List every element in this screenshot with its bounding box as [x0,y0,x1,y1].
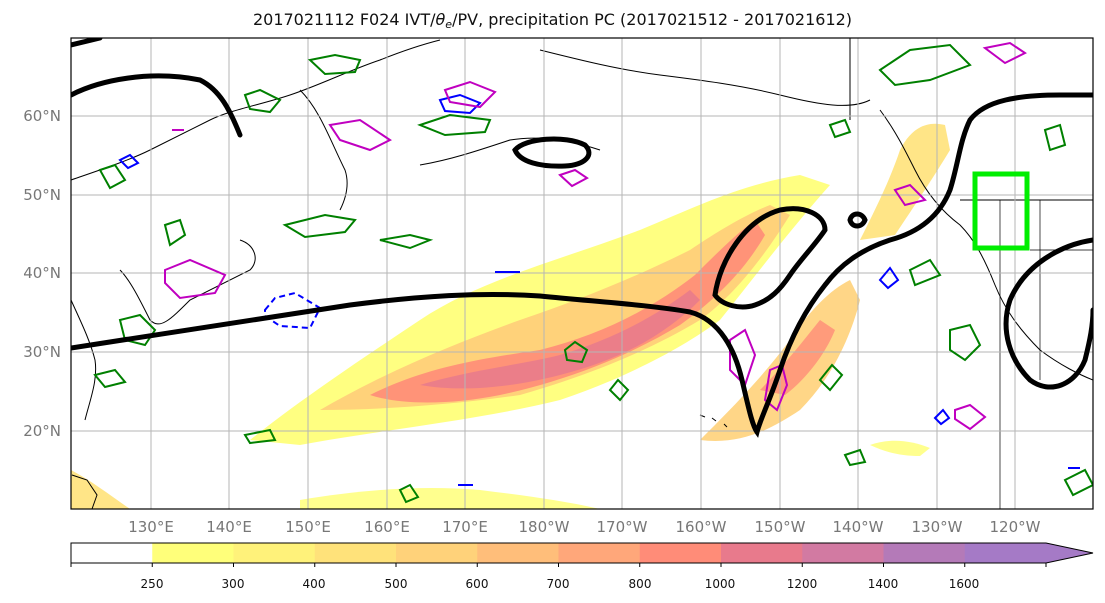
title-prefix: 2017021112 F024 IVT/ [252,10,436,29]
ivt-south-patch [300,488,600,509]
lat-label-60: 60°N [23,107,61,125]
coast-kamchatka [299,89,348,211]
lon-label-180w: 180°W [519,518,570,536]
colorbar-label-600: 600 [466,577,489,591]
theta-subscript: e [445,18,453,31]
lon-label-170w: 170°W [597,518,648,536]
colorbar-ticks [70,563,1047,567]
lon-label-150w: 150°W [755,518,806,536]
colorbar-segment [396,543,478,563]
colorbar-segment [477,543,559,563]
colorbar-label-1200: 1200 [787,577,818,591]
lon-label-140e: 140°E [206,518,252,536]
latitude-labels: 60°N 50°N 40°N 30°N 20°N [23,107,61,440]
colorbar-label-700: 700 [547,577,570,591]
ivt-se-patch [870,440,930,456]
coast-east-asia [71,39,441,181]
colorbar-segment [152,543,234,563]
colorbar-segment [71,543,153,563]
map-frame [70,37,1094,510]
colorbar-segments [71,543,1093,563]
colorbar: 250 300 400 500 600 700 800 1000 1200 14… [70,542,1094,591]
colorbar-segment [883,543,966,563]
lat-label-40: 40°N [23,264,61,282]
colorbar-outline [70,542,1094,564]
ivt-band-mid [320,205,790,410]
longitude-labels: 130°E 140°E 150°E 160°E 170°E 180°W 170°… [128,518,1040,536]
lat-label-20: 20°N [23,422,61,440]
highlight-region-box [972,171,1030,251]
lat-label-50: 50°N [23,186,61,204]
colorbar-label-400: 400 [303,577,326,591]
lon-label-120w: 120°W [990,518,1041,536]
colorbar-segment [233,543,316,563]
pv-contour-nw [71,73,243,138]
theta-e-green-contours [93,43,1093,504]
colorbar-segment [721,543,803,563]
colorbar-label-1000: 1000 [705,577,736,591]
philippines-islands [71,474,98,509]
lat-label-30: 30°N [23,343,61,361]
pv-contour-trough [712,206,828,310]
coast-alaska [539,49,871,106]
colorbar-label-800: 800 [629,577,652,591]
pv-contour-se-cutoff [1003,237,1093,390]
theta-symbol: θ [435,10,446,29]
chart-title: 2017021112 F024 IVT/θe/PV, precipitation… [0,10,1105,31]
pv-contour-small-loop [847,211,868,229]
colorbar-label-250: 250 [141,577,164,591]
colorbar-segment [802,543,884,563]
colorbar-segment [314,543,397,563]
colorbar-segment [964,543,1093,563]
lon-label-160w: 160°W [676,518,727,536]
pv-contour-main [71,92,1093,438]
ivt-coastal-band [860,123,950,240]
title-suffix: /PV, precipitation PC (2017021512 - 2017… [452,10,853,29]
lon-label-160e: 160°E [364,518,410,536]
colorbar-label-1400: 1400 [868,577,899,591]
graticule [71,38,1093,509]
pv-contour-aleutian-low [512,136,592,169]
lon-label-150e: 150°E [285,518,331,536]
ivt-band-peak [420,290,700,389]
colorbar-segment [558,543,641,563]
colorbar-label-1600: 1600 [949,577,980,591]
lon-label-140w: 140°W [833,518,884,536]
pv-contour-ne-corner [71,38,103,48]
lon-label-130e: 130°E [128,518,174,536]
pv-contours [71,38,1093,438]
colorbar-segment [639,543,722,563]
colorbar-label-300: 300 [222,577,245,591]
colorbar-labels: 250 300 400 500 600 700 800 1000 1200 14… [141,577,980,591]
lon-label-170e: 170°E [442,518,488,536]
coast-korea-japan [119,239,256,325]
colorbar-label-500: 500 [385,577,408,591]
lon-label-130w: 130°W [912,518,963,536]
coast-china [71,299,97,421]
